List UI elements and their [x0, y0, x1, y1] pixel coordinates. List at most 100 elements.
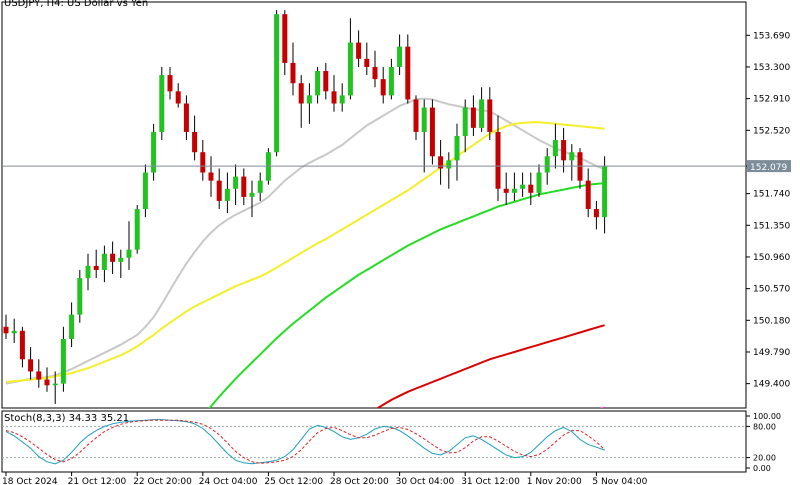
candle-body: [282, 14, 288, 63]
stochastic-panel-frame: [1, 410, 747, 473]
x-tick-label: 24 Oct 04:00: [199, 477, 258, 485]
candle: [233, 164, 239, 205]
candle-body: [405, 46, 411, 100]
candle-body: [159, 75, 165, 132]
candle: [479, 87, 485, 132]
ma_yellow-line: [5, 121, 605, 383]
main-panel-frame: [1, 1, 747, 409]
candle-body: [175, 91, 181, 104]
candle-body: [28, 359, 34, 372]
candle: [454, 123, 460, 181]
candle-body: [60, 338, 66, 384]
ma_red-line: [375, 324, 605, 408]
candle: [397, 34, 403, 76]
candle: [85, 253, 91, 291]
candle-body: [372, 66, 378, 80]
y-tick-label: 153.690: [753, 31, 790, 41]
candle: [44, 367, 50, 392]
y-tick-label: 153.300: [753, 63, 790, 73]
candle-body: [421, 107, 427, 132]
stoch-tick-label: 100.00: [753, 412, 781, 421]
candle-body: [413, 99, 419, 132]
stochastic-title: Stoch(8,3,3) 34.33 35.21: [4, 413, 130, 424]
candle-body: [216, 180, 222, 201]
candle-body: [142, 172, 148, 210]
candle: [577, 148, 583, 189]
candle: [175, 83, 181, 108]
chart-title: USDJPY, H4: US Dollar vs Yen: [4, 0, 149, 9]
candle: [290, 42, 296, 96]
main-plot-area: [3, 10, 608, 408]
candle-body: [19, 330, 25, 360]
x-tick-label: 30 Oct 04:00: [396, 477, 455, 485]
ma_gray-line: [5, 97, 605, 385]
candle: [77, 269, 83, 323]
y-tick-label: 150.960: [753, 253, 790, 263]
candle-body: [552, 140, 558, 157]
candle: [438, 140, 444, 185]
candle: [11, 318, 17, 344]
candle-body: [249, 192, 255, 197]
candle-body: [126, 249, 132, 258]
candle-body: [364, 58, 370, 67]
candle: [306, 83, 312, 124]
candle: [257, 172, 263, 201]
y-tick-label: 149.790: [753, 348, 790, 358]
candle-body: [77, 278, 83, 315]
candle: [249, 180, 255, 218]
candle-body: [241, 176, 247, 197]
x-tick-label: 25 Oct 12:00: [264, 477, 323, 485]
candle-body: [118, 257, 124, 262]
candle-body: [151, 131, 157, 173]
candle-body: [544, 156, 550, 173]
candle: [224, 172, 230, 214]
candle: [495, 115, 501, 201]
candle-body: [536, 172, 542, 193]
candle: [110, 241, 116, 275]
candle: [208, 156, 214, 197]
candle: [274, 10, 280, 157]
candle-body: [257, 180, 263, 193]
candle-body: [347, 42, 353, 96]
candle-body: [528, 184, 534, 193]
candle-body: [323, 71, 329, 92]
candle-body: [298, 83, 304, 104]
candle-body: [3, 326, 9, 334]
candle: [503, 172, 509, 205]
candle: [380, 66, 386, 104]
candle-body: [110, 253, 116, 262]
candle-body: [93, 265, 99, 270]
candle: [69, 302, 75, 348]
candle: [118, 249, 124, 279]
candle-body: [134, 209, 140, 250]
candle: [183, 95, 189, 141]
current-price-label: 152.079: [750, 163, 787, 173]
candle: [192, 115, 198, 161]
candle: [19, 326, 25, 368]
candle: [159, 66, 165, 141]
candle: [388, 58, 394, 100]
x-tick-label: 28 Oct 20:00: [330, 477, 389, 485]
x-tick-label: 21 Oct 12:00: [68, 477, 127, 485]
candle-body: [101, 253, 107, 270]
y-tick-label: 149.400: [753, 380, 790, 390]
candle: [487, 87, 493, 141]
candle: [216, 168, 222, 210]
candle-body: [85, 265, 91, 279]
candle-body: [11, 330, 17, 334]
candle: [347, 18, 353, 100]
candle: [602, 156, 608, 234]
candle: [28, 347, 34, 380]
candle-body: [315, 71, 321, 96]
candle: [282, 10, 288, 76]
x-tick-label: 1 Nov 20:00: [527, 477, 582, 485]
candle-body: [569, 152, 575, 161]
candle: [52, 371, 58, 404]
stoch-main-line: [5, 419, 605, 465]
x-tick-label: 22 Oct 20:00: [133, 477, 192, 485]
candle: [470, 95, 476, 136]
candle: [101, 245, 107, 283]
candle: [315, 66, 321, 104]
x-tick-label: 18 Oct 2024: [2, 477, 58, 485]
